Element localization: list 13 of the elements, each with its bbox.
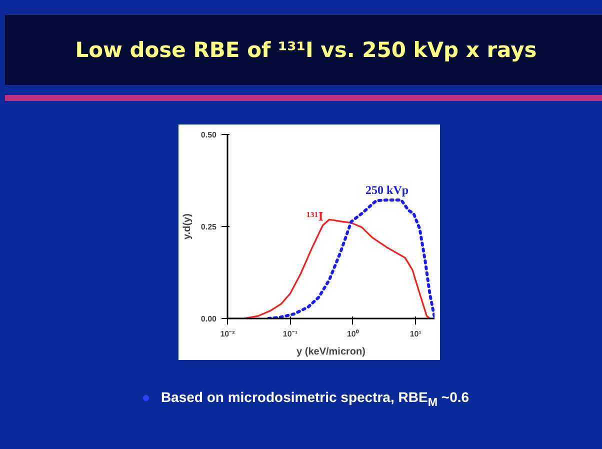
chart-title: Low dose RBE of ¹³¹I vs. 250 kVp x rays — [75, 37, 537, 64]
x-tick-label: 10⁻² — [220, 330, 236, 338]
x-tick-label: 10¹ — [410, 330, 422, 338]
y-tick-label: 0.00 — [200, 314, 218, 324]
y-tick-label: 0.25 — [200, 222, 218, 232]
series-label: ¹³¹I — [306, 208, 324, 224]
text: Based on microdosimetric spectra, RBE$_{M}$ ~0.6 — [160, 388, 470, 411]
y-axis-title: y.d(y) — [182, 214, 193, 240]
y-tick-label: 0.50 — [200, 130, 218, 140]
x-tick-label: 10⁰ — [346, 330, 359, 338]
series-label: 250 kVp — [366, 183, 409, 198]
x-tick-label: 10⁻¹ — [282, 330, 298, 338]
x-axis-title: y (keV/micron) — [296, 346, 366, 358]
